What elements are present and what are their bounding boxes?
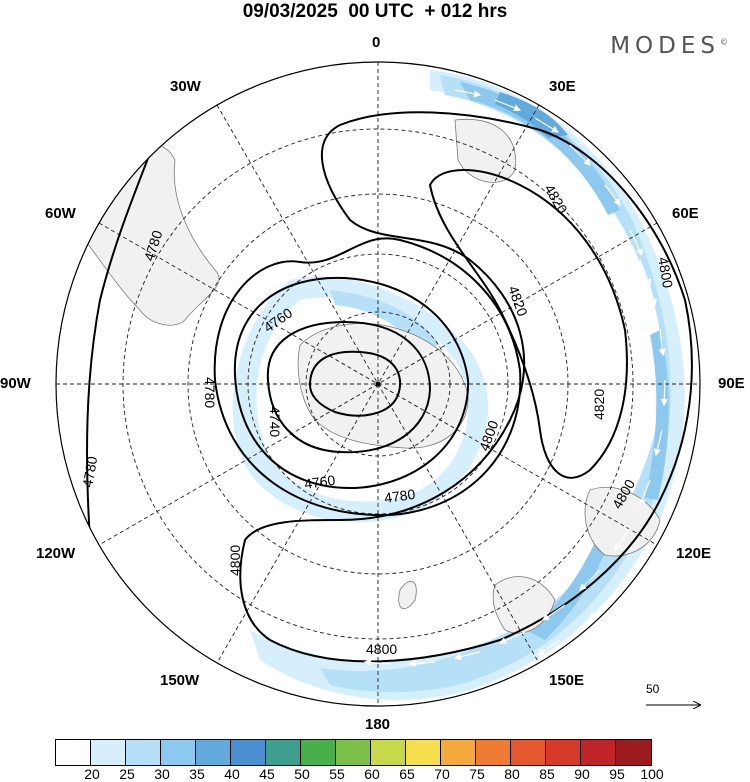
lon-label-0: 0 xyxy=(372,34,381,51)
colorbar-tick-label: 50 xyxy=(294,766,310,782)
colorbar-swatch xyxy=(196,740,231,765)
colorbar-swatch xyxy=(161,740,196,765)
contour-label: 4760 xyxy=(303,472,336,492)
map-title: 09/03/2025 00 UTC + 012 hrs xyxy=(242,1,508,22)
colorbar-swatch xyxy=(231,740,266,765)
contour-label: 4780 xyxy=(202,377,218,408)
colorbar-swatch xyxy=(476,740,511,765)
colorbar-swatch xyxy=(301,740,336,765)
colorbar-tick-label: 65 xyxy=(399,766,415,782)
colorbar-tick-label: 100 xyxy=(640,766,664,782)
contour-label: 4780 xyxy=(383,486,416,506)
lon-label-120e: 120E xyxy=(676,545,712,562)
contour-4780-west xyxy=(86,109,166,541)
colorbar-tick-label: 85 xyxy=(539,766,555,782)
contour-4820 xyxy=(428,169,628,479)
colorbar-swatch xyxy=(266,740,301,765)
lon-label-150w: 150W xyxy=(160,672,200,689)
colorbar-tick-label: 45 xyxy=(259,766,275,782)
colorbar-swatch xyxy=(441,740,476,765)
lon-label-90w: 90W xyxy=(0,375,31,392)
lon-label-120w: 120W xyxy=(36,545,76,562)
contour-label: 4820 xyxy=(541,182,571,217)
colorbar-tick-label: 55 xyxy=(329,766,345,782)
colorbar-tick-label: 95 xyxy=(609,766,625,782)
colorbar-tick-label: 40 xyxy=(224,766,240,782)
lon-label-30w: 30W xyxy=(170,78,201,95)
colorbar-tick-label: 20 xyxy=(84,766,100,782)
lon-label-150e: 150E xyxy=(549,672,585,689)
wind-band-35b xyxy=(645,330,669,500)
contour-4760 xyxy=(233,276,470,490)
africa-south xyxy=(454,118,517,183)
colorbar-tick-label: 25 xyxy=(119,766,135,782)
contour-4720 xyxy=(308,350,402,417)
colorbar-tick-label: 30 xyxy=(154,766,170,782)
colorbar-tick-label: 35 xyxy=(189,766,205,782)
modes-logo: MODES© xyxy=(610,33,728,59)
lon-label-60e: 60E xyxy=(672,205,699,222)
colorbar-swatch xyxy=(406,740,441,765)
new-zealand xyxy=(398,580,417,610)
colorbar-tick-label: 70 xyxy=(434,766,450,782)
wind-vectors xyxy=(276,89,668,668)
colorbar-swatch xyxy=(336,740,371,765)
colorbar-swatch xyxy=(546,740,581,765)
south-pole-marker xyxy=(375,381,381,387)
colorbar-swatch xyxy=(371,740,406,765)
contour-label: 4800 xyxy=(227,545,243,576)
colorbar-tick-label: 75 xyxy=(469,766,485,782)
contour-label: 4820 xyxy=(505,284,531,319)
colorbar-tick-label: 90 xyxy=(574,766,590,782)
lon-label-180: 180 xyxy=(365,716,391,733)
colorbar-swatch xyxy=(581,740,616,765)
map-boundary xyxy=(55,61,701,707)
colorbar xyxy=(55,739,652,766)
contour-label: 4820 xyxy=(591,389,607,420)
colorbar-tick-label: 80 xyxy=(504,766,520,782)
colorbar-swatch xyxy=(616,740,651,765)
colorbar-ticks: 20 25 30 35 40 45 50 55 60 65 70 75 80 85 90 95 100 xyxy=(55,766,695,782)
colorbar-swatch xyxy=(91,740,126,765)
contour-label: 4740 xyxy=(267,406,283,437)
lon-label-90e: 90E xyxy=(718,375,745,392)
continents xyxy=(84,118,661,634)
contour-label: 4800 xyxy=(366,641,397,657)
contour-4800 xyxy=(239,111,693,663)
colorbar-tick-label: 60 xyxy=(364,766,380,782)
contour-label: 4800 xyxy=(655,256,676,290)
tasmania-nz xyxy=(492,576,556,634)
contour-4740 xyxy=(266,320,432,454)
reference-vector-label: 50 xyxy=(646,682,660,696)
colorbar-swatch xyxy=(56,740,91,765)
height-contours xyxy=(86,109,693,663)
colorbar-swatch xyxy=(511,740,546,765)
lon-label-30e: 30E xyxy=(549,78,576,95)
lon-label-60w: 60W xyxy=(45,205,76,222)
contour-label: 4780 xyxy=(79,455,100,489)
colorbar-swatch xyxy=(126,740,161,765)
